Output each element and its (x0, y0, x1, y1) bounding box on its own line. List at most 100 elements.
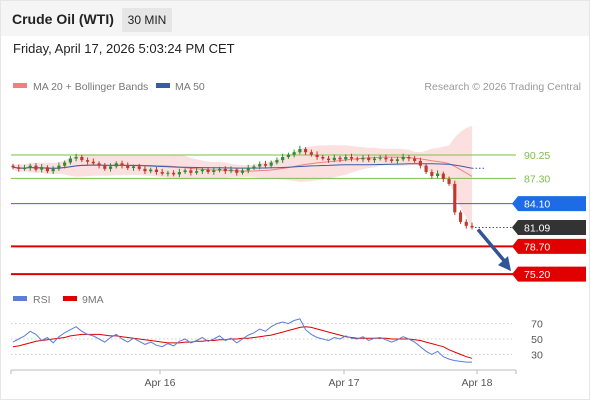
candle-body (470, 225, 474, 228)
level-tag-label: 75.20 (524, 269, 550, 281)
candle (137, 163, 141, 171)
level-tag-box (512, 196, 586, 212)
candle-body (217, 168, 222, 171)
candle-body (292, 152, 296, 155)
candle-body (344, 156, 348, 160)
header-bar: Crude Oil (WTI) 30 MIN (1, 1, 589, 36)
level-tag-support: 78.70 (512, 238, 586, 254)
level-tag-last: 81.09 (512, 219, 586, 235)
candle (326, 155, 331, 163)
copyright-label: Research © 2026 Trading Central (424, 81, 581, 93)
candle-body (223, 168, 227, 172)
candle-body (97, 163, 101, 166)
candle-body (17, 167, 21, 169)
candle-body (401, 156, 405, 160)
trade-idea-layer (476, 228, 511, 272)
candle (206, 167, 210, 174)
candle-body (281, 156, 285, 161)
candle-body (172, 172, 176, 175)
candle-body (200, 169, 204, 172)
candle-body (321, 156, 325, 159)
candle (263, 160, 268, 168)
candle (97, 161, 101, 169)
candle-body (390, 159, 394, 161)
candle (361, 155, 365, 163)
candle-body (315, 154, 319, 157)
candle (143, 165, 147, 174)
candle-body (22, 168, 27, 170)
candle (298, 145, 302, 155)
candle-body (195, 171, 199, 173)
rsi-tick-label: 70 (531, 319, 543, 331)
candle (40, 164, 44, 173)
candle-body (74, 156, 78, 159)
legend-swatch-ma50 (156, 83, 170, 88)
candle-body (91, 161, 95, 164)
level-tag-box (512, 238, 586, 254)
rsi-tick-label: 30 (531, 349, 543, 361)
candle-body (34, 165, 38, 170)
candle (183, 168, 187, 174)
candle (332, 154, 336, 163)
candle (223, 166, 227, 174)
rsi-tick-label: 50 (531, 334, 543, 346)
candle-body (407, 156, 411, 159)
candle (160, 168, 164, 176)
level-lines-layer (11, 154, 516, 276)
candle (309, 149, 313, 157)
level-tag-label: 87.30 (524, 173, 550, 185)
candle-body (430, 172, 434, 176)
candle-body (120, 163, 124, 166)
candle (453, 180, 457, 216)
candle-body (332, 157, 336, 161)
candle-body (240, 170, 245, 173)
candle-body (338, 157, 342, 160)
candle-body (269, 162, 273, 166)
candle (407, 154, 411, 162)
candle (86, 157, 90, 165)
legend-label-ma50: MA 50 (175, 81, 205, 93)
candle (304, 147, 308, 155)
candle-body (258, 164, 262, 167)
candle-body (131, 166, 136, 169)
candle-body (424, 165, 428, 173)
candle (418, 157, 422, 169)
interval-button[interactable]: 30 MIN (122, 8, 172, 32)
candle-body (435, 173, 440, 176)
candle-body (384, 157, 388, 160)
candle-body (275, 160, 279, 163)
candle (45, 165, 50, 174)
timestamp: Friday, April 17, 2026 5:03:24 PM CET (13, 41, 235, 56)
candle-body (212, 170, 216, 173)
candle (80, 154, 84, 163)
candle-body (464, 221, 468, 226)
candle-body (126, 165, 130, 169)
candle-body (246, 168, 250, 171)
candle-body (108, 166, 113, 169)
candle-body (418, 160, 422, 166)
candle (229, 166, 233, 174)
candle-body (51, 168, 55, 172)
candle-body (349, 156, 354, 159)
candle-body (441, 173, 445, 180)
candle (166, 170, 170, 177)
level-tag-pivot: 84.10 (512, 196, 586, 212)
candle (22, 164, 27, 171)
candle-body (160, 172, 164, 174)
candle-body (154, 169, 159, 173)
instrument-title: Crude Oil (WTI) (12, 11, 114, 27)
candle (321, 154, 325, 161)
trade-arrow-head (498, 256, 511, 272)
candle-body (309, 152, 313, 155)
candle (154, 167, 159, 175)
candle (424, 163, 428, 174)
candles-layer (11, 145, 474, 230)
level-tag-label: 78.70 (524, 241, 550, 253)
candle (252, 164, 256, 171)
candle (464, 219, 468, 229)
candle (195, 167, 199, 175)
candle (258, 161, 262, 170)
candle (240, 167, 245, 175)
candle (395, 156, 399, 164)
